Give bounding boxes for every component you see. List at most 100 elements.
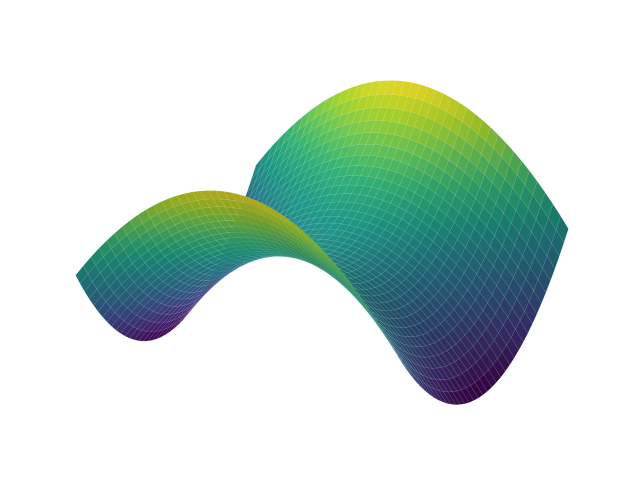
surface-patch (348, 280, 362, 300)
surface-patch (329, 261, 343, 278)
surface-patch (431, 327, 444, 341)
surface-patch (469, 323, 483, 341)
surface-patch (438, 336, 452, 351)
surface-patch (468, 345, 481, 363)
surface-patch (491, 285, 505, 306)
surface-patch (484, 274, 497, 295)
surface-patch (428, 356, 442, 369)
surface-patch (485, 126, 499, 149)
surface-patch (396, 282, 410, 294)
surface-patch (480, 255, 494, 276)
surface-patch (461, 219, 475, 239)
surface-mesh (75, 80, 569, 405)
surface-patch (451, 343, 465, 359)
surface-patch (331, 268, 344, 284)
surface-patch (507, 308, 521, 330)
surface-patch (458, 296, 471, 314)
surface-patch (472, 340, 486, 358)
surface-patch (400, 327, 414, 338)
surface-patch (439, 379, 453, 393)
surface-patch (392, 342, 406, 358)
surface-patch (294, 223, 307, 239)
surface-patch (486, 321, 499, 341)
surface-patch (484, 346, 498, 365)
surface-patch (483, 369, 497, 388)
surface-patch (497, 351, 510, 372)
surface-patch (450, 194, 464, 213)
surface-patch (414, 262, 428, 276)
surface-patch (454, 280, 468, 298)
surface-patch (467, 282, 480, 301)
surface-patch (464, 329, 478, 347)
surface-patch (372, 313, 385, 335)
surface-patch (381, 301, 395, 311)
surface-patch (496, 276, 510, 298)
surface-patch (461, 313, 475, 330)
surface-patch (470, 113, 483, 135)
surface-patch (460, 334, 474, 352)
surface-patch (501, 142, 514, 166)
surface-patch (458, 201, 472, 221)
surface-patch (462, 369, 476, 386)
surface-patch (428, 241, 441, 257)
surface-patch (438, 198, 452, 216)
surface-patch (450, 287, 464, 304)
surface-patch (431, 367, 445, 380)
surface-patch (442, 278, 456, 295)
surface-patch (449, 309, 462, 325)
surface-patch (489, 339, 503, 359)
surface-patch (307, 247, 321, 261)
surface-patch (445, 363, 459, 378)
surface-patch (492, 358, 506, 378)
surface-patch (433, 208, 447, 225)
surface-patch (378, 293, 392, 303)
surface-patch (420, 345, 434, 358)
surface-patch (441, 215, 455, 232)
surface-patch (487, 294, 501, 314)
surface-patch (436, 305, 450, 320)
surface-patch (429, 217, 443, 234)
surface-patch (466, 209, 480, 229)
surface-patch (380, 326, 393, 348)
surface-patch (494, 332, 507, 353)
surface-patch (386, 329, 399, 342)
surface-patch (479, 374, 492, 392)
surface-patch (456, 255, 469, 274)
surface-patch (395, 296, 409, 307)
surface-patch (465, 385, 479, 401)
surface-patch (417, 334, 431, 346)
surface-patch (327, 267, 341, 282)
surface-patch (471, 362, 485, 379)
surface-patch (488, 364, 501, 383)
surface-patch (493, 134, 507, 158)
surface-patch (463, 264, 477, 283)
surface-patch (495, 305, 508, 326)
surface-patch (470, 382, 483, 399)
surface-patch (461, 387, 474, 403)
surface-patch (454, 358, 468, 374)
surface-patch (383, 291, 396, 302)
surface-patch (477, 119, 491, 142)
surface-patch (356, 291, 370, 311)
surface-patch (298, 231, 312, 247)
surface-patch (437, 224, 450, 241)
surface-patch (501, 344, 515, 366)
surface-patch (478, 310, 492, 329)
surface-patch (424, 226, 438, 242)
surface-patch (329, 271, 342, 285)
surface-patch (448, 247, 462, 265)
surface-patch (455, 339, 469, 356)
surface-patch (433, 291, 447, 306)
surface-patch (341, 270, 354, 290)
surface-patch (437, 352, 451, 367)
surface-patch (482, 302, 496, 322)
surface-patch (442, 188, 456, 206)
surface-patch (326, 260, 340, 277)
surface-patch (422, 332, 435, 345)
surface-patch (434, 339, 448, 354)
surface-patch (442, 350, 456, 365)
surface-patch (369, 295, 383, 304)
surface-patch (505, 255, 519, 278)
